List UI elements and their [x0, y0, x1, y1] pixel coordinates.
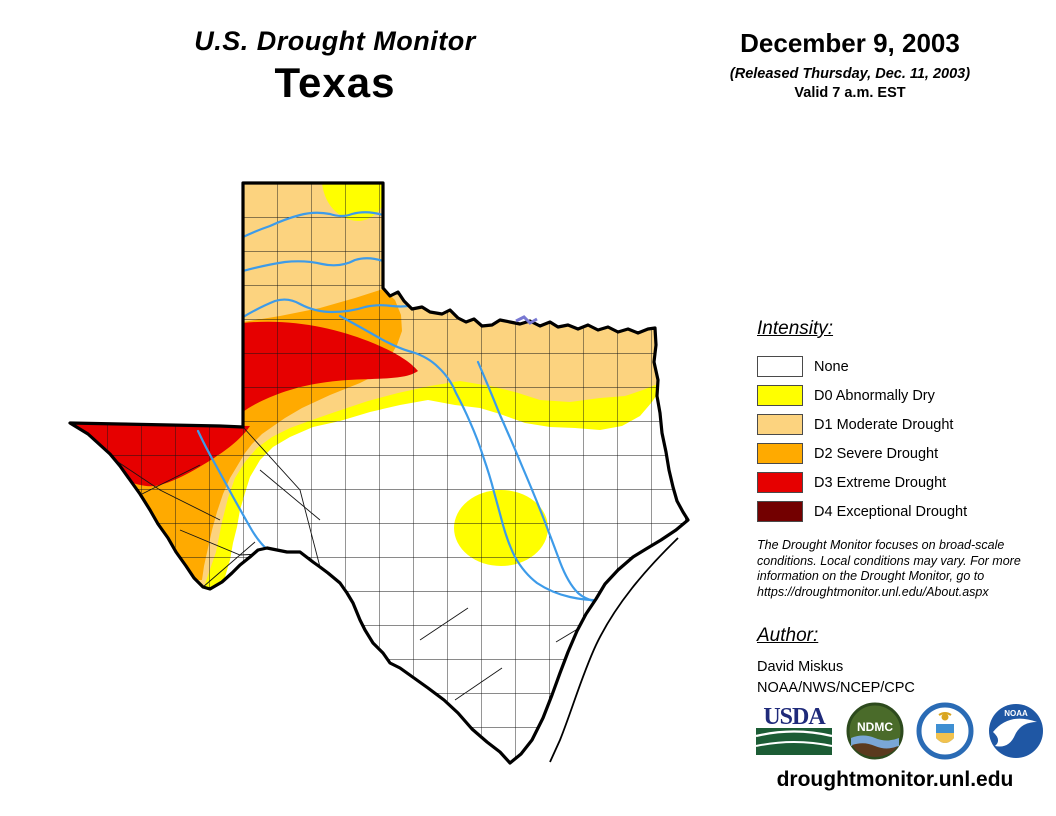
- legend-label-d0: D0 Abnormally Dry: [814, 387, 935, 404]
- legend-swatch-d2: [757, 443, 803, 464]
- legend-swatch-d3: [757, 472, 803, 493]
- legend-label-d1: D1 Moderate Drought: [814, 416, 954, 433]
- ndmc-water: [850, 735, 899, 750]
- usda-logo-icon: USDA: [755, 705, 833, 755]
- barrier-island: [549, 537, 679, 763]
- lake-texoma: [515, 315, 538, 325]
- release-date: (Released Thursday, Dec. 11, 2003): [729, 66, 971, 82]
- legend-row-d3: D3 Extreme Drought: [757, 468, 1047, 497]
- legend-label-d2: D2 Severe Drought: [814, 445, 939, 462]
- usda-swoosh-2: [755, 741, 833, 747]
- river-canadian: [241, 211, 385, 239]
- legend-row-d0: D0 Abnormally Dry: [757, 381, 1047, 410]
- legend-label-d3: D3 Extreme Drought: [814, 474, 947, 491]
- ndmc-logo-icon: NDMC: [846, 702, 904, 760]
- state-title: Texas: [274, 59, 396, 106]
- date-block: December 9, 2003 (Released Thursday, Dec…: [700, 28, 1000, 101]
- legend-swatch-d4: [757, 501, 803, 522]
- commerce-eagle-wings: [938, 712, 952, 716]
- usda-logo-text: USDA: [763, 705, 826, 730]
- website-url: droughtmonitor.unl.edu: [776, 768, 1014, 791]
- river-brazos: [338, 314, 607, 602]
- author-affiliation: NOAA/NWS/NCEP/CPC: [757, 680, 915, 696]
- author-heading: Author:: [757, 625, 819, 646]
- commerce-eagle: [941, 713, 949, 721]
- legend-label-none: None: [814, 358, 849, 375]
- legend-swatch-none: [757, 356, 803, 377]
- disclaimer-text: The Drought Monitor focuses on broad-sca…: [757, 538, 1021, 599]
- legend-row-none: None: [757, 352, 1047, 381]
- commerce-seal-icon: [916, 702, 974, 760]
- author-name: David Miskus: [757, 659, 844, 675]
- valid-time: Valid 7 a.m. EST: [794, 85, 906, 101]
- author-block: Author: David Miskus NOAA/NWS/NCEP/CPC: [757, 625, 915, 696]
- page-title: U.S. Drought Monitor: [194, 26, 476, 56]
- ndmc-land: [851, 743, 898, 757]
- river-prairie-dog-fork: [241, 298, 426, 319]
- noaa-logo-text: NOAA: [1004, 709, 1028, 718]
- ndmc-logo-text: NDMC: [857, 720, 893, 734]
- map-date: December 9, 2003: [740, 28, 960, 58]
- legend-row-d4: D4 Exceptional Drought: [757, 497, 1047, 526]
- usda-swoosh-1: [755, 730, 833, 738]
- commerce-shield-bottom: [936, 733, 955, 743]
- legend-label-d4: D4 Exceptional Drought: [814, 503, 968, 520]
- legend-swatch-d0: [757, 385, 803, 406]
- intensity-legend: Intensity: None D0 Abnormally Dry D1 Mod…: [757, 318, 1047, 526]
- legend-heading: Intensity:: [757, 318, 834, 339]
- noaa-gull: [992, 718, 1037, 747]
- legend-row-d2: D2 Severe Drought: [757, 439, 1047, 468]
- agency-logos: USDA NDMC NOAA: [755, 702, 1045, 760]
- river-colorado: [476, 360, 596, 603]
- legend-swatch-d1: [757, 414, 803, 435]
- map-title-block: U.S. Drought Monitor Texas: [140, 26, 530, 107]
- legend-items: None D0 Abnormally Dry D1 Moderate Droug…: [757, 352, 1047, 526]
- texas-state-border: [68, 181, 690, 765]
- noaa-logo-icon: NOAA: [988, 704, 1043, 758]
- legend-row-d1: D1 Moderate Drought: [757, 410, 1047, 439]
